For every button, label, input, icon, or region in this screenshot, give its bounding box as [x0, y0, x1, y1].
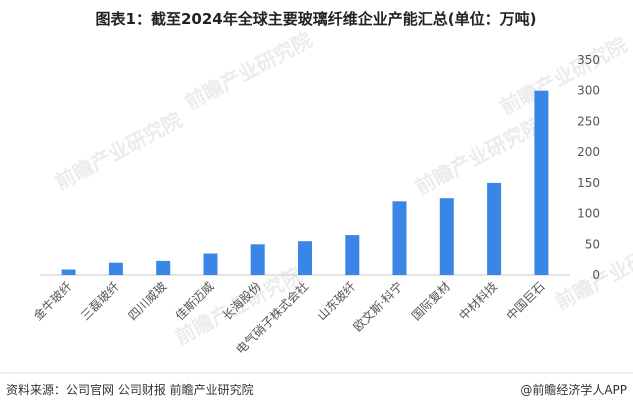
x-tick-label: 山东玻纤 — [315, 279, 359, 323]
watermark-text: 前瞻产业研究院 — [411, 112, 546, 199]
y-tick-label: 300 — [577, 84, 600, 98]
bars-group — [61, 90, 549, 275]
y-tick-label: 150 — [577, 176, 600, 190]
x-tick-label: 中国巨石 — [503, 279, 548, 324]
watermark-text: 前瞻产业研究院 — [51, 107, 186, 194]
x-tick-label: 三磊玻纤 — [78, 279, 122, 323]
bar — [487, 182, 502, 275]
y-tick-label: 200 — [577, 145, 600, 159]
bar — [61, 269, 76, 275]
watermark-text: 前瞻产业研究院 — [181, 27, 316, 114]
bar — [203, 253, 218, 275]
y-tick-label: 100 — [577, 207, 600, 221]
y-tick-label: 0 — [592, 268, 600, 282]
bar — [345, 235, 360, 275]
chart-title: 图表1：截至2024年全球主要玻璃纤维企业产能汇总(单位：万吨) — [96, 10, 537, 28]
x-tick-label: 中材科技 — [456, 279, 501, 324]
bar — [298, 241, 312, 275]
x-tick-label: 国际复材 — [409, 279, 453, 323]
y-tick-label: 50 — [585, 237, 600, 251]
x-tick-label: 金牛玻纤 — [30, 279, 75, 324]
footer-brand: @前瞻经济学人APP — [520, 382, 627, 397]
footer-source: 资料来源：公司官网 公司财报 前瞻产业研究院 — [6, 382, 254, 397]
bar — [392, 201, 407, 275]
bar — [156, 260, 171, 275]
x-tick-label: 欧文斯·科宁 — [350, 279, 406, 335]
x-tick-label: 四川威玻 — [125, 279, 169, 323]
y-tick-label: 350 — [577, 53, 600, 67]
bar — [534, 90, 549, 275]
watermark-text: 前瞻产业研究院 — [496, 32, 631, 119]
y-tick-label: 250 — [577, 114, 600, 128]
bar — [250, 244, 265, 275]
bar — [439, 198, 454, 275]
y-axis: 0 50 100 150 200 250 300 350 — [577, 53, 600, 282]
bar — [108, 262, 123, 275]
